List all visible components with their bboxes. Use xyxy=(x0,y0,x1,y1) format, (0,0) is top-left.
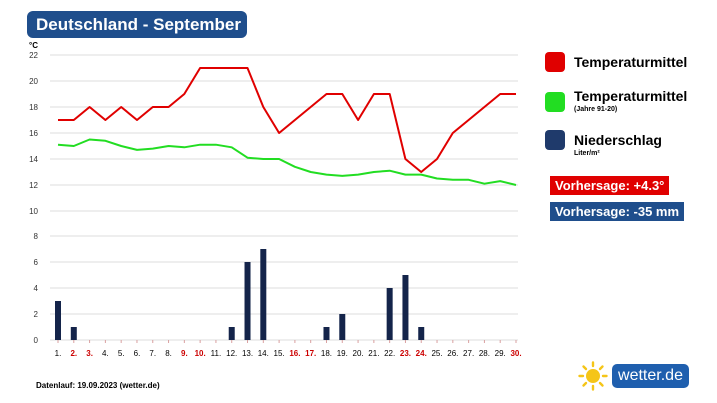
legend-label-temp-normal: Temperaturmittel xyxy=(574,88,688,104)
legend-label-temp: Temperaturmittel xyxy=(574,54,688,70)
logo-text: wetter.de xyxy=(612,364,689,388)
precip-bar xyxy=(339,314,346,340)
forecast-precip-badge: Vorhersage: -35 mm xyxy=(550,202,685,221)
x-tick-label: 2. xyxy=(70,349,77,358)
x-tick-label: 11. xyxy=(211,349,222,358)
x-tick-label: 15. xyxy=(274,349,285,358)
x-tick-label: 18. xyxy=(321,349,332,358)
x-tick-label: 14. xyxy=(258,349,269,358)
x-tick-label: 27. xyxy=(463,349,474,358)
legend-swatch-temp xyxy=(545,52,565,72)
x-tick-label: 24. xyxy=(416,349,427,358)
y-tick-label-precip: 6 xyxy=(34,258,39,267)
forecast-temp-badge: Vorhersage: +4.3° xyxy=(550,176,670,195)
precip-bar xyxy=(228,327,235,340)
precip-bar xyxy=(402,275,409,340)
y-tick-label-precip: 8 xyxy=(34,232,39,241)
x-tick-label: 9. xyxy=(181,349,188,358)
x-tick-label: 28. xyxy=(479,349,490,358)
precip-bar xyxy=(244,262,251,340)
legend-sub-temp-normal: (Jahre 91-20) xyxy=(574,106,618,113)
x-tick-label: 22. xyxy=(384,349,395,358)
x-tick-label: 19. xyxy=(337,349,348,358)
x-tick-label: 29. xyxy=(495,349,506,358)
x-tick-label: 3. xyxy=(86,349,93,358)
x-tick-label: 1. xyxy=(55,349,62,358)
y-tick-label-temp: 18 xyxy=(29,103,38,112)
x-tick-label: 8. xyxy=(165,349,172,358)
y-tick-label-temp: 12 xyxy=(29,181,38,190)
y-tick-label-precip: 2 xyxy=(34,310,39,319)
precip-bar xyxy=(260,249,267,340)
chart-title: Deutschland - September xyxy=(27,11,247,38)
x-tick-label: 10. xyxy=(195,349,206,358)
x-tick-label: 30. xyxy=(510,349,521,358)
wetter-logo[interactable]: wetter.de xyxy=(578,361,690,391)
precip-bar xyxy=(70,327,77,340)
x-tick-label: 4. xyxy=(102,349,109,358)
y-axis-label: °C xyxy=(29,41,38,50)
y-tick-label-precip: 0 xyxy=(34,336,39,345)
x-tick-label: 23. xyxy=(400,349,411,358)
x-tick-label: 17. xyxy=(305,349,316,358)
y-tick-label-temp: 16 xyxy=(29,129,38,138)
data-run-footer: Datenlauf: 19.09.2023 (wetter.de) xyxy=(36,381,160,390)
x-tick-label: 21. xyxy=(368,349,379,358)
y-tick-label-temp: 22 xyxy=(29,51,38,60)
x-tick-label: 20. xyxy=(353,349,364,358)
x-tick-label: 5. xyxy=(118,349,125,358)
x-tick-label: 7. xyxy=(149,349,156,358)
x-tick-label: 25. xyxy=(431,349,442,358)
y-tick-label-temp: 14 xyxy=(29,155,38,164)
y-tick-label-temp: 20 xyxy=(29,77,38,86)
x-tick-label: 12. xyxy=(226,349,237,358)
precip-bar xyxy=(323,327,330,340)
y-tick-label-temp: 10 xyxy=(29,207,38,216)
legend-swatch-temp-normal xyxy=(545,92,565,112)
legend-swatch-precip xyxy=(545,130,565,150)
precip-bar xyxy=(418,327,425,340)
precip-bar xyxy=(386,288,393,340)
y-tick-label-precip: 4 xyxy=(34,284,39,293)
sun-icon xyxy=(578,361,608,391)
series-line xyxy=(58,67,516,173)
legend-sub-precip: Liter/m² xyxy=(574,150,600,157)
series-line xyxy=(57,138,517,186)
x-tick-label: 6. xyxy=(134,349,141,358)
x-tick-label: 16. xyxy=(289,349,300,358)
legend-label-precip: Niederschlag xyxy=(574,132,662,148)
precip-bar xyxy=(55,301,61,340)
x-tick-label: 26. xyxy=(447,349,458,358)
x-tick-label: 13. xyxy=(242,349,253,358)
